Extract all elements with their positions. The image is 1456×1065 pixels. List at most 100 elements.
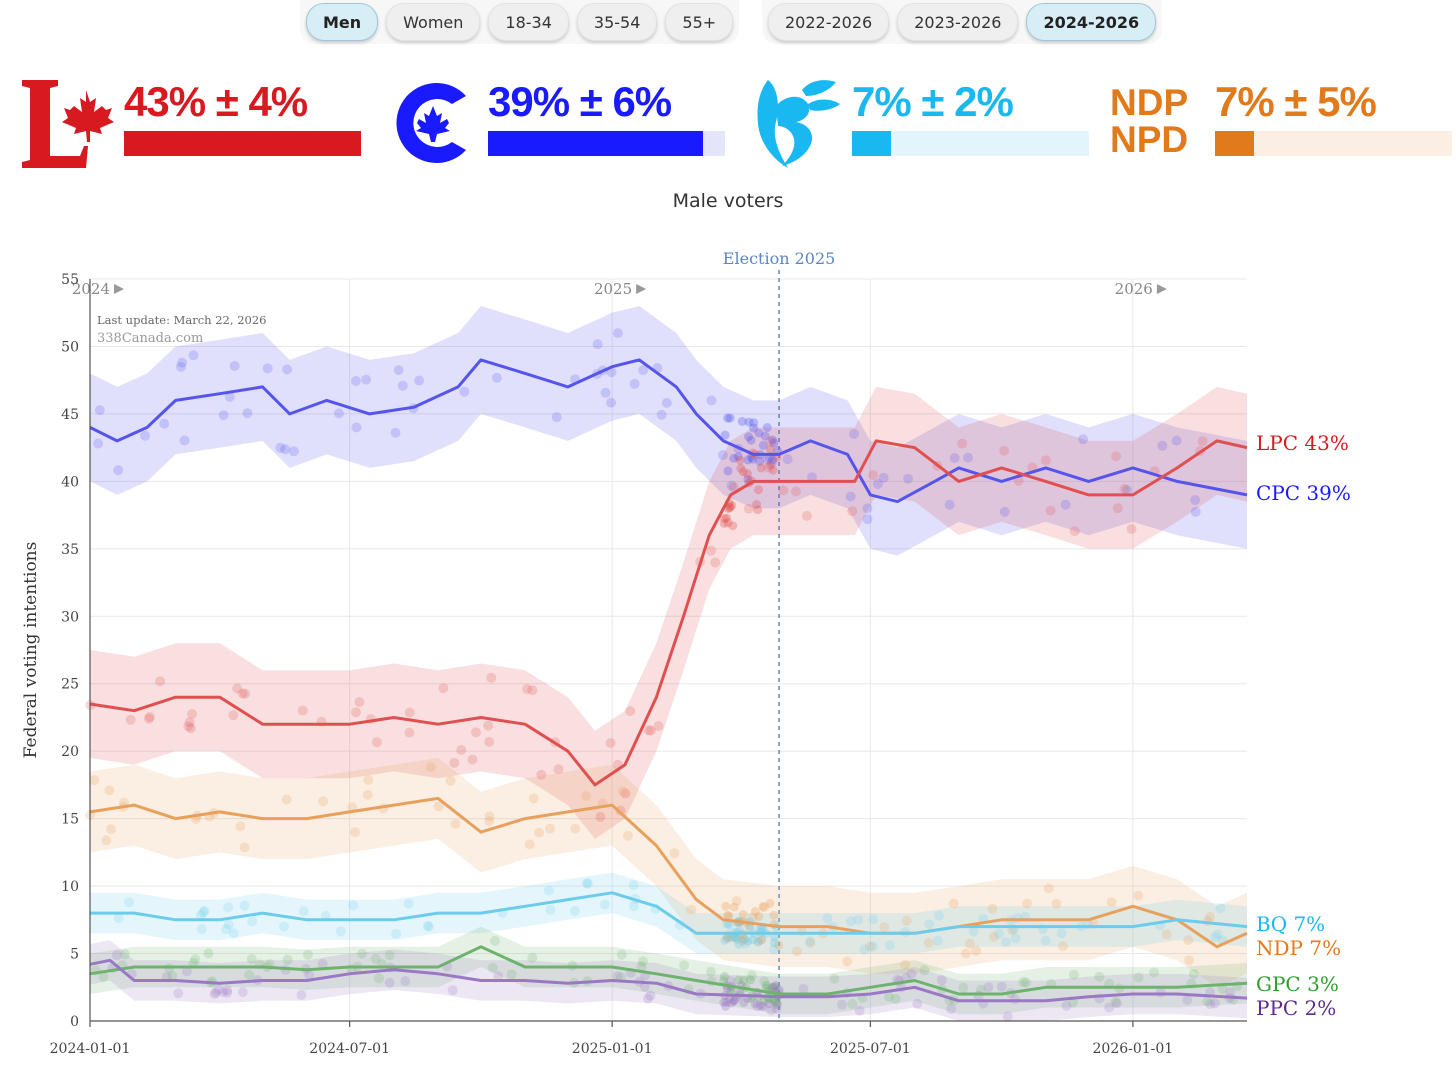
poll-dot: [755, 456, 765, 466]
poll-dot: [195, 910, 206, 921]
poll-dot: [847, 998, 858, 1009]
poll-dot: [1190, 506, 1201, 517]
poll-dot: [829, 973, 840, 984]
poll-dot: [754, 485, 763, 495]
period-2024-2026[interactable]: 2024-2026: [1026, 3, 1157, 41]
poll-dot: [445, 775, 456, 786]
poll-dot: [1215, 903, 1226, 914]
poll-dot: [625, 706, 636, 717]
poll-dot: [486, 672, 497, 683]
poll-dot: [527, 685, 538, 696]
poll-dot: [1061, 1000, 1072, 1011]
poll-dot: [124, 897, 134, 908]
poll-dot: [764, 999, 774, 1009]
poll-dot: [1184, 955, 1195, 966]
lpc-line: [89, 439, 1248, 787]
poll-dot: [1056, 928, 1067, 939]
poll-dot: [740, 934, 749, 944]
poll-dot: [1122, 485, 1132, 495]
poll-dot: [173, 988, 184, 999]
poll-dot: [391, 928, 402, 939]
filter-women[interactable]: Women: [386, 3, 481, 41]
poll-dot: [606, 397, 617, 408]
poll-dot: [766, 460, 776, 470]
poll-dot: [493, 971, 504, 982]
poll-dot: [1010, 933, 1021, 944]
poll-dot: [807, 472, 817, 483]
poll-dot: [864, 941, 875, 952]
poll-dot: [765, 436, 776, 447]
poll-dot: [188, 350, 199, 361]
poll-dot: [924, 919, 935, 930]
poll-dot: [743, 469, 752, 479]
poll-dot: [722, 513, 732, 523]
poll-dot: [999, 506, 1010, 517]
poll-dot: [729, 902, 739, 912]
poll-dot: [1183, 935, 1194, 946]
poll-dot: [93, 438, 104, 449]
poll-dot: [318, 796, 329, 807]
poll-dot: [144, 713, 154, 724]
poll-dot: [805, 937, 816, 948]
poll-dot: [545, 904, 556, 915]
poll-dot: [1197, 436, 1208, 447]
poll-dot: [414, 375, 425, 386]
poll-dot: [1210, 998, 1220, 1009]
poll-dot: [224, 391, 235, 402]
poll-dot: [706, 545, 717, 556]
poll-dot: [729, 932, 739, 942]
lpc-bar: [124, 131, 361, 156]
poll-dot: [720, 935, 730, 945]
poll-dot: [221, 924, 232, 935]
period-2022-2026[interactable]: 2022-2026: [768, 3, 890, 41]
y-axis-label: Federal voting intentions: [21, 542, 41, 759]
lpc-bar-fill: [124, 131, 361, 156]
filter-18-34[interactable]: 18-34: [488, 3, 569, 41]
poll-dot: [599, 899, 610, 910]
poll-dot: [727, 500, 737, 510]
poll-dot: [125, 714, 136, 725]
period-2023-2026[interactable]: 2023-2026: [897, 3, 1019, 41]
ndp-logo-text-fr: NPD: [1110, 119, 1189, 160]
source-note: 338Canada.com: [97, 331, 203, 346]
poll-dot: [737, 417, 747, 426]
poll-dot: [223, 919, 234, 930]
demographic-filter-group: Men Women 18-34 35-54 55+: [300, 0, 740, 44]
poll-dot: [729, 453, 739, 463]
poll-dot: [732, 933, 742, 943]
poll-dot: [726, 480, 737, 491]
poll-dot: [719, 976, 729, 986]
poll-dot: [948, 898, 959, 909]
poll-dot: [384, 977, 395, 988]
poll-dot: [755, 933, 766, 944]
filter-men[interactable]: Men: [306, 3, 379, 41]
poll-dot: [758, 902, 768, 912]
filter-35-54[interactable]: 35-54: [576, 3, 658, 41]
poll-dot: [471, 727, 481, 738]
poll-dot: [1225, 987, 1236, 998]
poll-dot: [837, 999, 847, 1010]
poll-dot: [719, 997, 729, 1007]
poll-dot: [769, 982, 779, 992]
poll-dot: [753, 505, 763, 515]
y-tick-label: 45: [61, 407, 79, 423]
poll-dot: [484, 736, 495, 747]
poll-dot: [936, 975, 947, 986]
poll-dot: [849, 428, 859, 439]
poll-dot: [570, 823, 581, 834]
poll-dot: [350, 827, 360, 838]
poll-dot: [737, 936, 747, 946]
poll-dot: [113, 465, 124, 476]
poll-dot: [527, 952, 538, 963]
poll-dot: [912, 998, 923, 1009]
poll-dot: [753, 937, 763, 947]
poll-dot: [1161, 929, 1172, 940]
poll-dot: [240, 688, 251, 699]
poll-dot: [390, 427, 401, 438]
poll-dot: [404, 727, 415, 738]
filter-55-plus[interactable]: 55+: [665, 3, 734, 41]
poll-dot: [719, 518, 729, 528]
poll-dot: [218, 987, 228, 998]
poll-dot: [721, 901, 731, 911]
poll-dot: [706, 395, 717, 406]
